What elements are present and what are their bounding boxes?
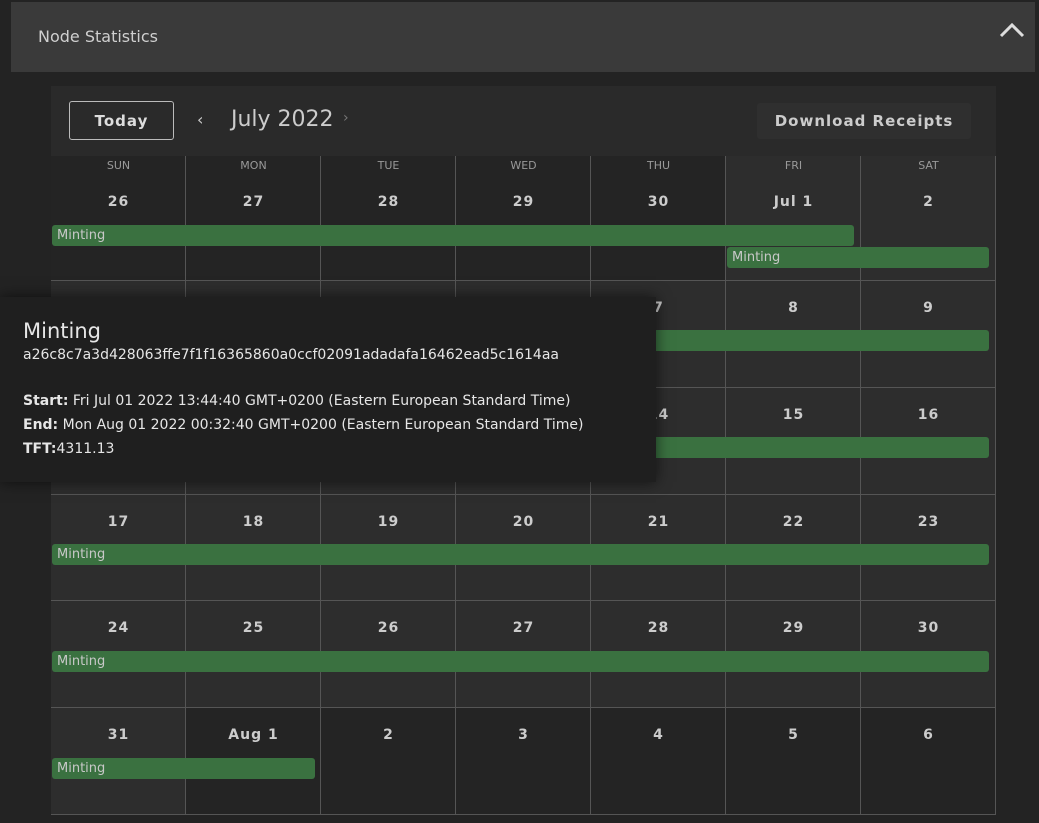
day-cell: [591, 156, 726, 281]
weekday-label: THU: [646, 159, 671, 172]
day-number: 22: [782, 514, 805, 530]
day-cell: [456, 708, 591, 815]
weekday-label: WED: [510, 159, 537, 172]
day-cell: [456, 156, 591, 281]
value: Mon Aug 01 2022 00:32:40 GMT+0200 (Easte…: [62, 417, 584, 433]
day-number: 3: [518, 727, 529, 743]
popup-title: Minting: [23, 319, 101, 343]
download-button[interactable]: Download Receipts: [757, 103, 971, 139]
next-button[interactable]: ›: [343, 110, 349, 126]
day-number: 29: [512, 194, 535, 210]
day-number: 17: [107, 514, 130, 530]
event-bar[interactable]: Minting: [52, 758, 315, 779]
day-number: 27: [242, 194, 265, 210]
popup-end: End: Mon Aug 01 2022 00:32:40 GMT+0200 (…: [23, 417, 583, 433]
day-number: 23: [917, 514, 940, 530]
day-number: 29: [782, 620, 805, 636]
day-cell: [861, 708, 996, 815]
day-number: Jul 1: [773, 194, 814, 210]
day-cell: [321, 156, 456, 281]
day-cell: [321, 708, 456, 815]
day-number: 26: [377, 620, 400, 636]
label: Start:: [23, 393, 69, 409]
day-number: 6: [923, 727, 934, 743]
day-number: 2: [923, 194, 934, 210]
day-number: 30: [917, 620, 940, 636]
day-number: 28: [377, 194, 400, 210]
weekday-label: SAT: [918, 159, 939, 172]
value: 4311.13: [56, 441, 115, 457]
day-number: 15: [782, 407, 805, 423]
day-number: 26: [107, 194, 130, 210]
event-bar[interactable]: Minting: [52, 225, 854, 246]
popup-tft: TFT:4311.13: [23, 441, 114, 457]
month-title: July 2022: [231, 107, 334, 132]
day-cell: [591, 708, 726, 815]
day-number: 16: [917, 407, 940, 423]
day-number: 25: [242, 620, 265, 636]
day-number: 2: [383, 727, 394, 743]
value: Fri Jul 01 2022 13:44:40 GMT+0200 (Easte…: [72, 393, 571, 409]
today-button[interactable]: Today: [69, 101, 174, 140]
day-number: 21: [647, 514, 670, 530]
weekday-label: FRI: [784, 159, 803, 172]
day-number: Aug 1: [228, 727, 279, 743]
day-number: 7: [653, 300, 664, 316]
weekday-label: MON: [240, 159, 267, 172]
weekday-label: TUE: [377, 159, 400, 172]
event-bar[interactable]: Minting: [727, 247, 989, 268]
panel-header[interactable]: Node Statistics: [11, 2, 1035, 72]
label: TFT:: [23, 441, 57, 457]
popup-hash: a26c8c7a3d428063ffe7f1f16365860a0ccf0209…: [23, 347, 559, 363]
event-popup: Minting a26c8c7a3d428063ffe7f1f16365860a…: [0, 297, 656, 482]
day-number: 5: [788, 727, 799, 743]
label: End:: [23, 417, 59, 433]
day-cell: [186, 156, 321, 281]
day-number: 19: [377, 514, 400, 530]
day-number: 4: [653, 727, 664, 743]
day-number: 24: [107, 620, 130, 636]
day-cell: [51, 156, 186, 281]
day-number: 20: [512, 514, 535, 530]
event-bar[interactable]: Minting: [52, 544, 989, 565]
day-number: 9: [923, 300, 934, 316]
day-number: 8: [788, 300, 799, 316]
day-number: 27: [512, 620, 535, 636]
day-number: 30: [647, 194, 670, 210]
day-cell: [726, 708, 861, 815]
weekday-label: SUN: [106, 159, 131, 172]
day-number: 18: [242, 514, 265, 530]
day-number: 31: [107, 727, 130, 743]
panel-title: Node Statistics: [38, 27, 158, 46]
popup-start: Start: Fri Jul 01 2022 13:44:40 GMT+0200…: [23, 393, 570, 409]
collapse-icon[interactable]: [999, 22, 1025, 38]
prev-button[interactable]: ‹: [197, 110, 204, 129]
day-number: 28: [647, 620, 670, 636]
event-bar[interactable]: Minting: [52, 651, 989, 672]
